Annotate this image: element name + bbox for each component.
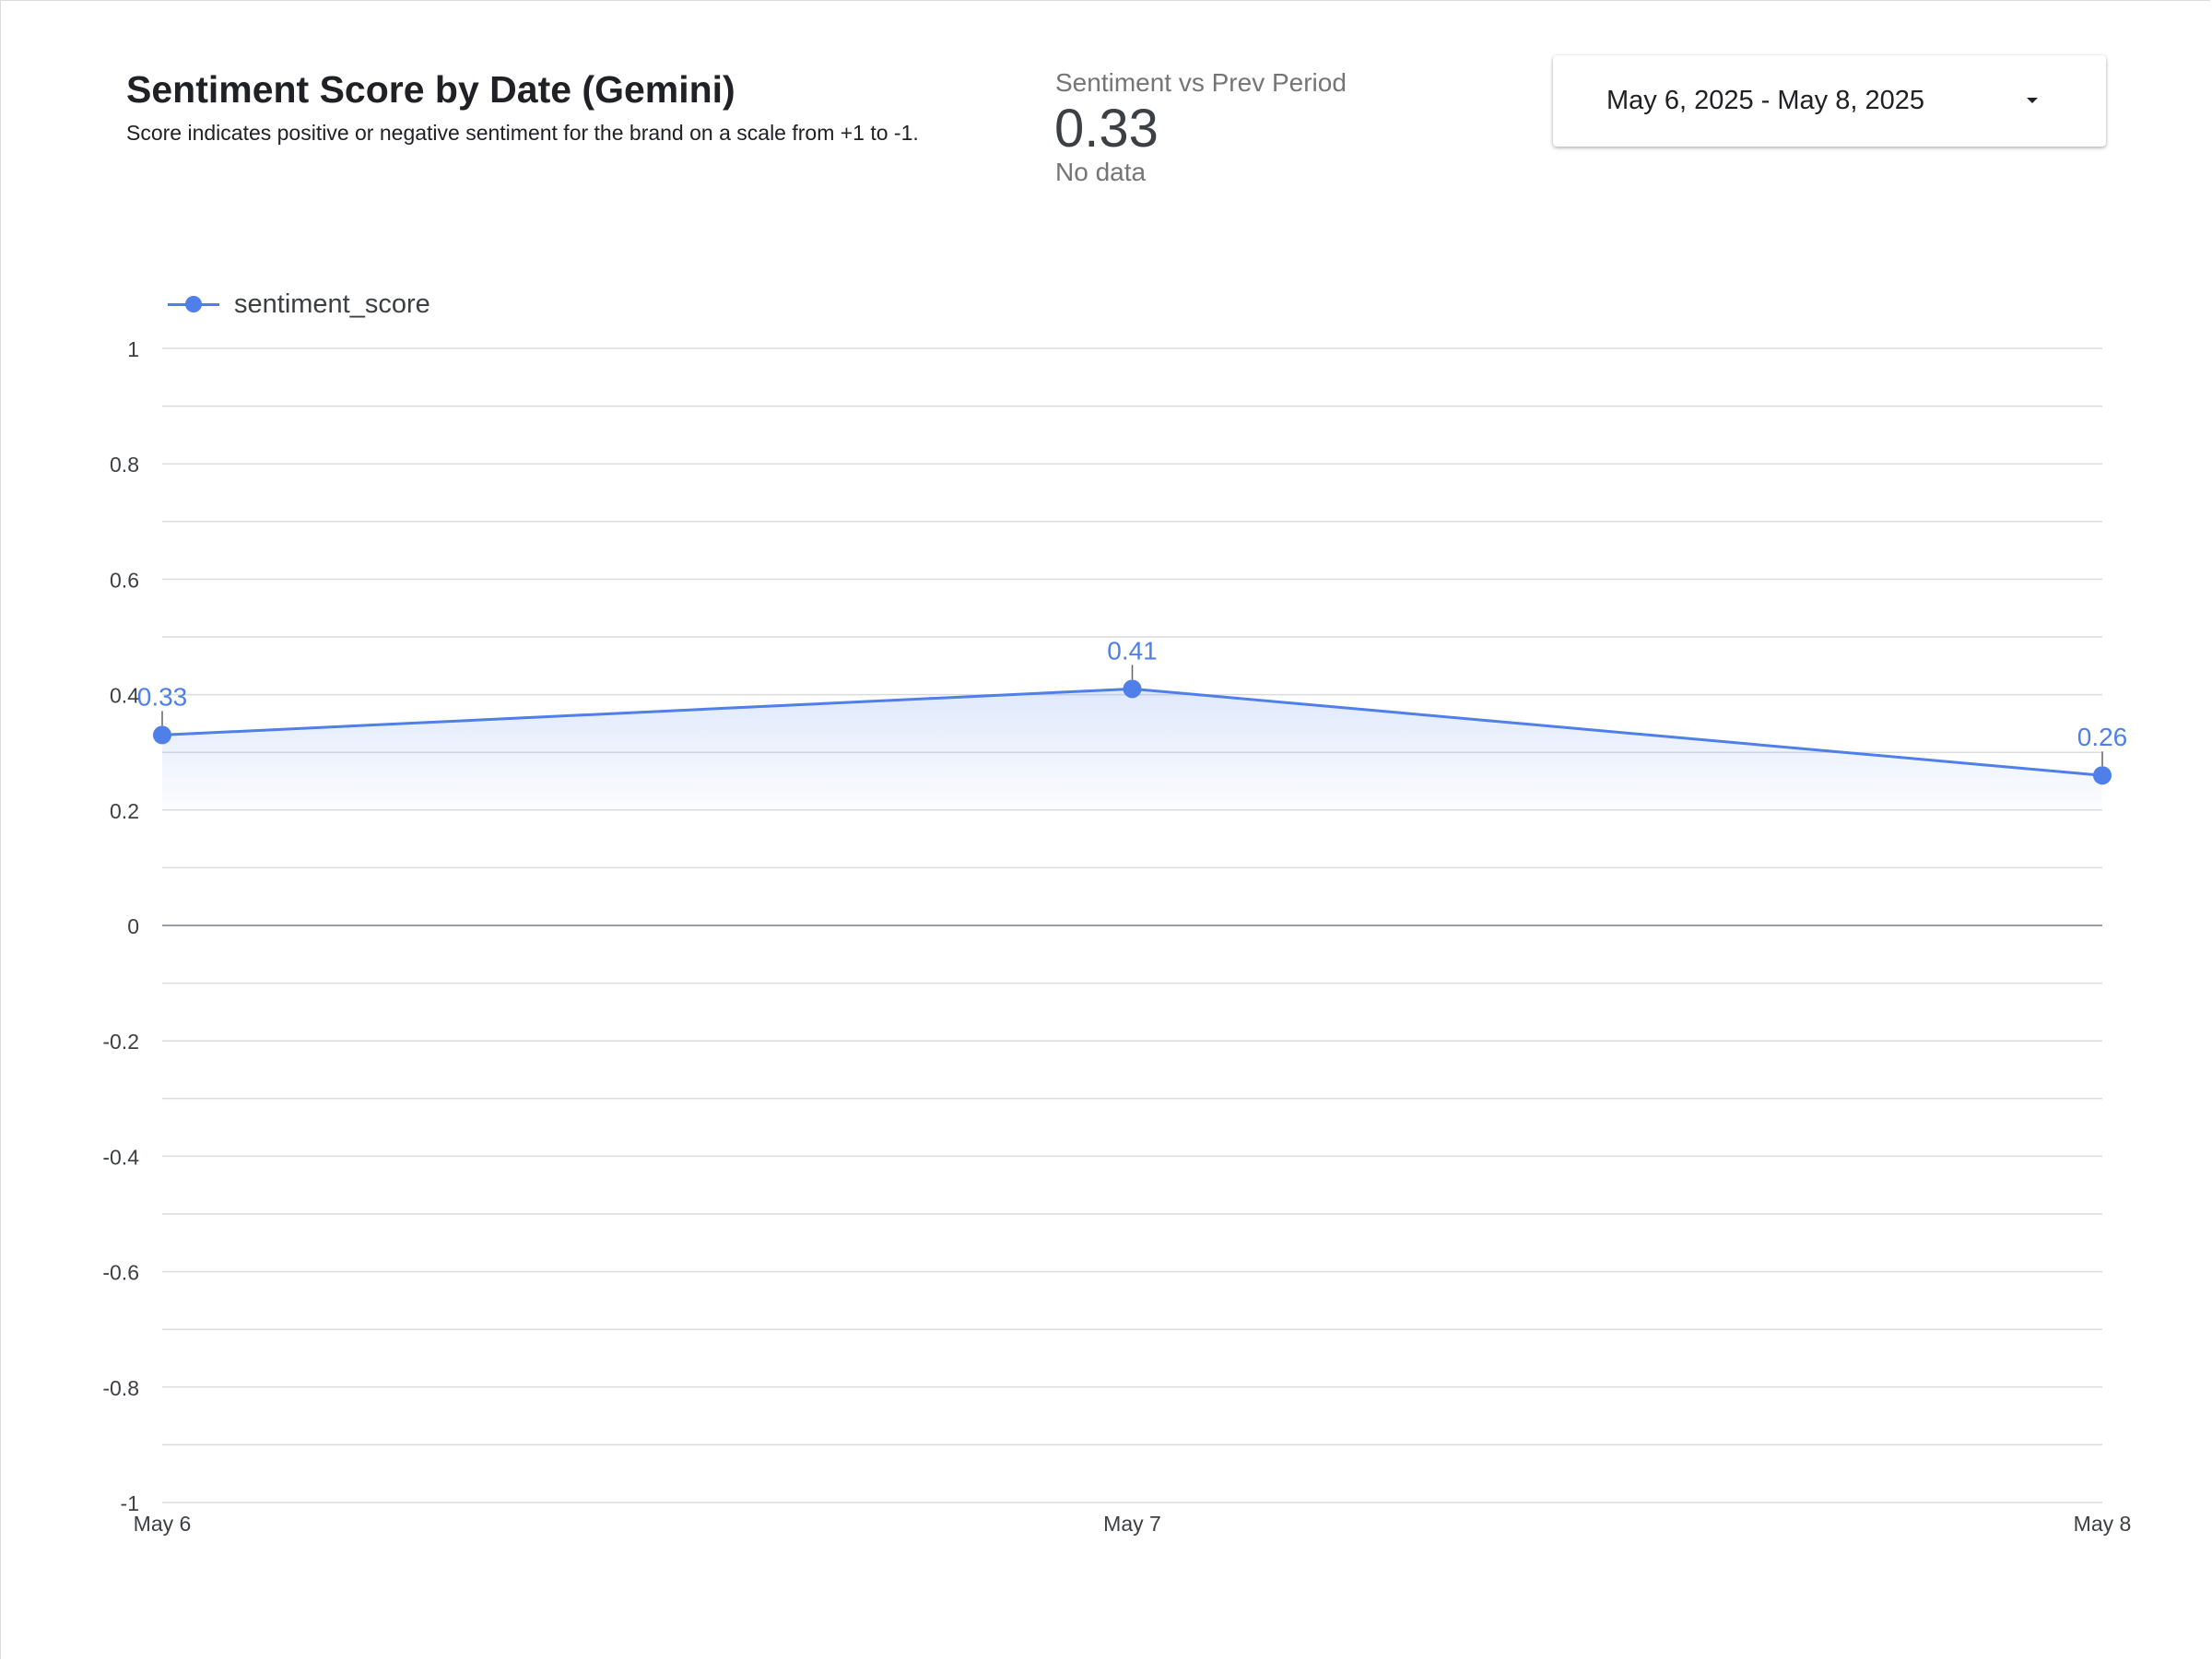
x-tick-label: May 6 (134, 1512, 192, 1536)
legend-label: sentiment_score (234, 289, 430, 319)
y-tick-label: 0.6 (110, 568, 139, 592)
chart-legend[interactable]: sentiment_score (168, 286, 430, 323)
y-tick-label: -0.6 (102, 1261, 139, 1285)
y-tick-label: -0.8 (102, 1376, 139, 1400)
y-tick-label: 0.2 (110, 799, 139, 823)
data-point (153, 725, 171, 745)
legend-marker-icon (168, 286, 219, 323)
x-tick-label: May 8 (2074, 1512, 2132, 1536)
scorecard-value: 0.33 (1054, 99, 1159, 159)
date-range-picker[interactable]: May 6, 2025 - May 8, 2025 (1553, 55, 2106, 147)
series-area (162, 689, 2102, 810)
data-label: 0.26 (2077, 723, 2128, 751)
data-label: 0.33 (137, 682, 188, 711)
y-tick-label: 0.8 (110, 453, 139, 477)
y-tick-label: -1 (121, 1491, 139, 1515)
chart-subtitle: Score indicates positive or negative sen… (126, 121, 919, 145)
data-label: 0.41 (1107, 636, 1158, 665)
y-tick-label: 0.4 (110, 684, 139, 708)
y-tick-label: -0.4 (102, 1145, 139, 1169)
x-tick-label: May 7 (1103, 1512, 1161, 1536)
y-tick-label: 0 (127, 914, 139, 938)
scorecard-label: Sentiment vs Prev Period (1055, 68, 1347, 97)
data-point (2093, 766, 2112, 785)
dropdown-arrow-icon[interactable] (2027, 98, 2038, 103)
y-tick-label: -0.2 (102, 1030, 139, 1054)
chart-title: Sentiment Score by Date (Gemini) (126, 68, 735, 111)
scorecard-comparison: No data (1055, 158, 1147, 186)
data-point (1123, 679, 1142, 699)
y-tick-label: 1 (127, 337, 139, 361)
date-range-label: May 6, 2025 - May 8, 2025 (1606, 86, 1924, 115)
